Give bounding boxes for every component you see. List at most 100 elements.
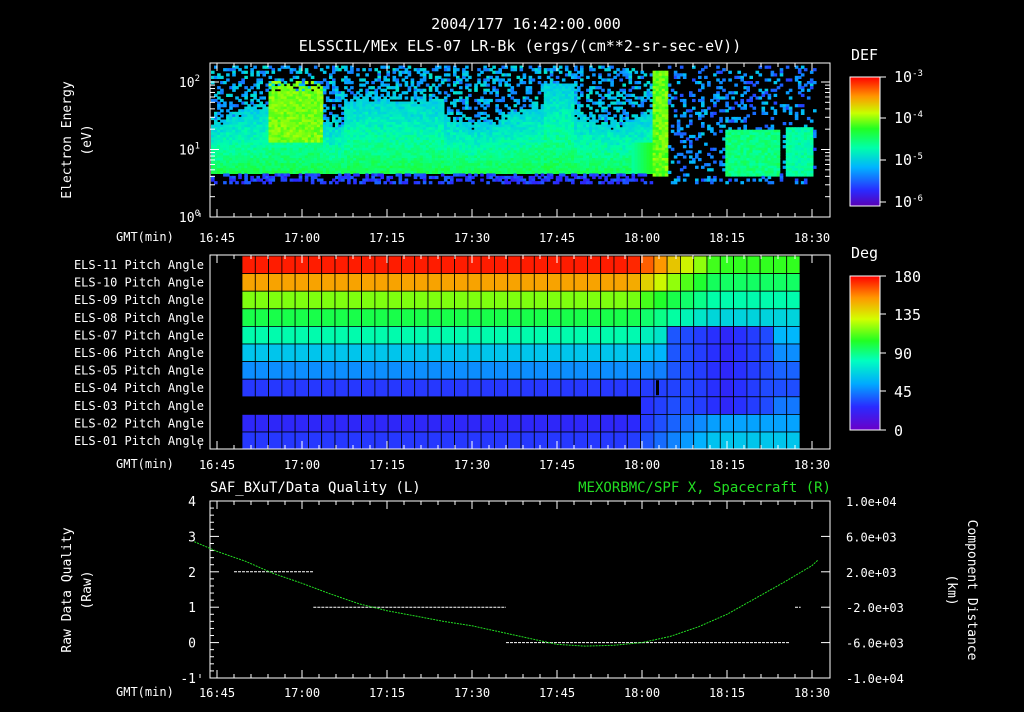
spectrogram-cell (304, 178, 309, 182)
spectrogram-cell (425, 132, 430, 136)
spectrogram-cell (347, 152, 351, 156)
spectrogram-cell (531, 119, 536, 123)
spectrogram-cell (301, 165, 306, 169)
spectrogram-cell (637, 119, 642, 123)
spectrogram-cell (380, 81, 384, 85)
spectrogram-cell (310, 81, 315, 85)
spectrogram-cell (434, 96, 439, 100)
spectrogram-cell (574, 119, 578, 123)
spectrogram-cell (386, 168, 390, 172)
spectrogram-cell (486, 127, 490, 131)
spectrogram-cell (543, 88, 548, 92)
spectrogram-cell (232, 155, 236, 159)
spectrogram-cell (353, 104, 357, 108)
spectrogram-cell (549, 160, 554, 164)
spectrogram-cell (307, 111, 312, 115)
spectrogram-cell (495, 163, 499, 167)
spectrogram-cell (531, 127, 536, 131)
spectrogram-cell (634, 119, 639, 123)
spectrogram-cell (307, 129, 312, 133)
spectrogram-cell (259, 104, 263, 108)
spectrogram-cell (589, 163, 593, 167)
spectrogram-cell (238, 140, 242, 144)
spectrogram-cell (431, 152, 436, 156)
spectrogram-cell (613, 129, 617, 133)
spectrogram-cell (271, 111, 276, 115)
spectrogram-cell (377, 147, 381, 151)
spectrogram-cell (625, 163, 629, 167)
spectrogram-cell (229, 129, 233, 133)
spectrogram-cell (295, 155, 300, 159)
spectrogram-cell (316, 116, 321, 121)
spectrogram-cell (332, 65, 336, 69)
spectrogram-cell (235, 147, 239, 151)
spectrogram-cell (368, 93, 372, 97)
spectrogram-cell (607, 145, 611, 149)
spectrogram-cell (465, 168, 469, 172)
spectrogram-cell (462, 98, 466, 103)
spectrogram-cell (483, 137, 487, 141)
spectrogram-cell (332, 127, 336, 131)
spectrogram-cell (552, 165, 557, 169)
spectrogram-cell (437, 111, 442, 115)
spectrogram-cell (359, 78, 363, 82)
spectrogram-cell (498, 81, 502, 85)
spectrogram-cell (268, 106, 273, 110)
spectrogram-cell (574, 175, 578, 180)
spectrogram-cell (568, 116, 572, 121)
spectrogram-cell (498, 127, 502, 131)
spectrogram-cell (325, 137, 330, 141)
spectrogram-cell (558, 168, 563, 172)
spectrogram-cell (244, 75, 248, 79)
spectrogram-cell (277, 173, 282, 177)
spectrogram-cell (546, 101, 551, 105)
spectrogram-cell (301, 81, 306, 85)
spectrogram-cell (338, 129, 342, 133)
spectrogram-cell (253, 168, 257, 172)
spectrogram-cell (592, 152, 596, 156)
spectrogram-cell (546, 155, 551, 159)
spectrogram-cell (335, 91, 339, 95)
spectrogram-cell (341, 111, 345, 115)
spectrogram-cell (555, 129, 560, 133)
spectrogram-cell (319, 137, 324, 141)
spectrogram-cell (450, 181, 454, 185)
spectrogram-cell (486, 142, 490, 146)
spectrogram-cell (646, 134, 651, 139)
spectrogram-cell (410, 160, 415, 164)
spectrogram-cell (277, 129, 282, 133)
spectrogram-cell (283, 109, 288, 113)
spectrogram-cell (504, 104, 508, 108)
spectrogram-cell (277, 68, 282, 72)
spectrogram-cell (540, 111, 545, 115)
spectrogram-cell (325, 165, 330, 169)
spectrogram-cell (598, 158, 602, 162)
spectrogram-cell (431, 83, 436, 87)
spectrogram-cell (486, 145, 490, 149)
spectrogram-cell (226, 129, 230, 133)
spectrogram-cell (616, 170, 620, 174)
spectrogram-cell (310, 175, 315, 180)
spectrogram-cell (359, 119, 363, 123)
spectrogram-cell (434, 137, 439, 141)
spectrogram-cell (368, 122, 372, 126)
spectrogram-cell (386, 129, 390, 133)
spectrogram-cell (286, 160, 291, 164)
spectrogram-cell (601, 163, 605, 167)
spectrogram-cell (313, 124, 318, 128)
spectrogram-cell (371, 175, 375, 180)
spectrogram-cell (537, 155, 542, 159)
spectrogram-cell (643, 119, 648, 123)
spectrogram-cell (217, 145, 221, 149)
spectrogram-cell (359, 109, 363, 113)
spectrogram-cell (564, 83, 569, 87)
spectrogram-cell (368, 178, 372, 182)
spectrogram-cell (301, 129, 306, 133)
spectrogram-cell (555, 178, 560, 182)
spectrogram-cell (295, 147, 300, 151)
spectrogram-cell (386, 155, 390, 159)
spectrogram-cell (525, 116, 530, 121)
spectrogram-cell (319, 170, 324, 174)
spectrogram-cell (549, 158, 554, 162)
spectrogram-cell (631, 104, 636, 108)
